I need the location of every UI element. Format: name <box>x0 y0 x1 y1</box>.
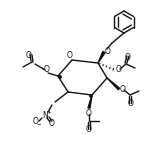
Text: O: O <box>26 51 32 60</box>
Text: O: O <box>86 108 92 117</box>
Circle shape <box>59 76 61 78</box>
Text: O: O <box>125 52 131 62</box>
Text: N: N <box>42 111 48 121</box>
Text: −: − <box>37 122 41 127</box>
Text: O: O <box>86 125 92 133</box>
Text: O: O <box>67 51 73 60</box>
Circle shape <box>90 95 92 97</box>
Text: O: O <box>116 65 122 75</box>
Text: O: O <box>105 46 111 56</box>
Polygon shape <box>88 95 92 108</box>
Text: O: O <box>44 65 50 75</box>
Text: O: O <box>128 98 134 108</box>
Text: O: O <box>120 86 126 95</box>
Polygon shape <box>107 78 120 90</box>
Text: O: O <box>49 119 55 127</box>
Text: O: O <box>33 116 39 125</box>
Text: +: + <box>47 111 51 116</box>
Polygon shape <box>98 51 105 63</box>
